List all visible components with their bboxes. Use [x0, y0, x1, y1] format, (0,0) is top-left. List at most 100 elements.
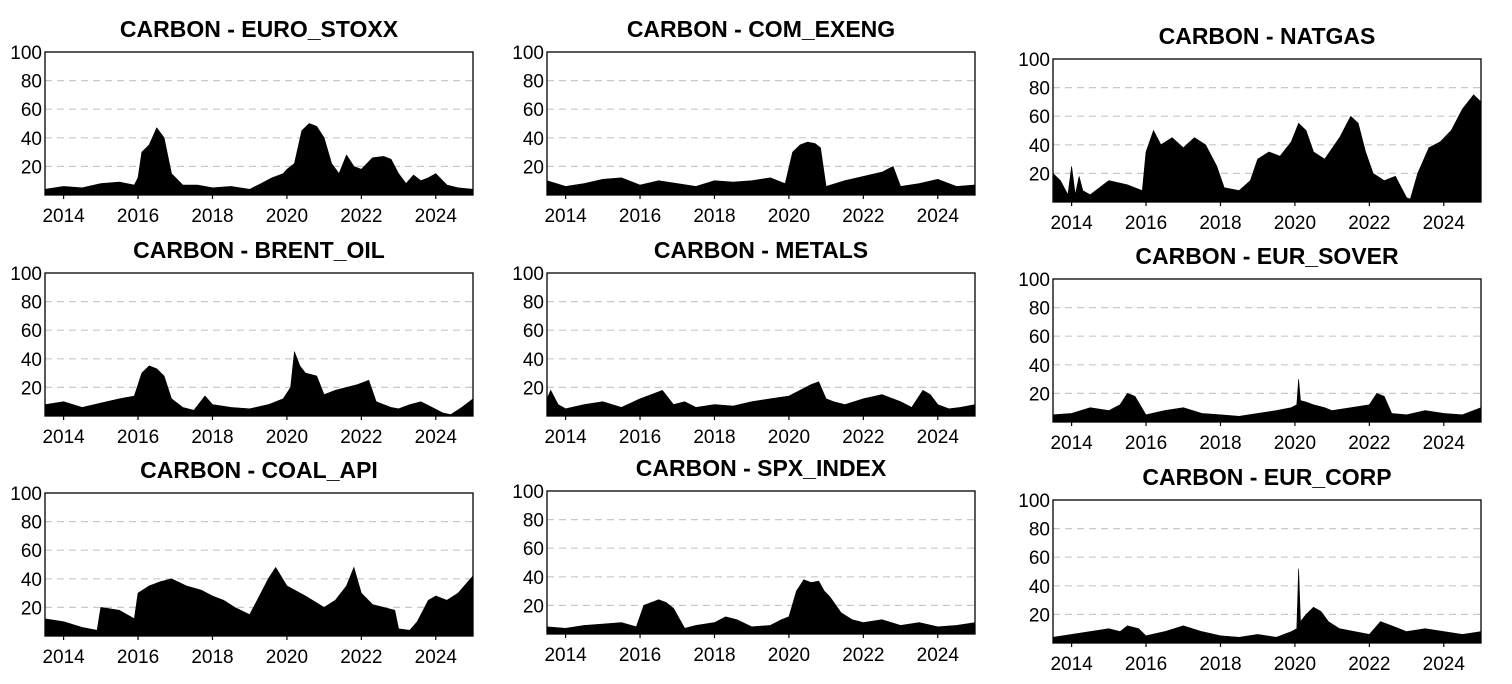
x-tick-label: 2018: [191, 427, 233, 446]
x-tick-label: 2020: [1274, 654, 1316, 673]
y-tick-label: 100: [1018, 270, 1050, 291]
y-tick-label: 20: [523, 157, 544, 178]
plot-frame: [1052, 499, 1482, 644]
y-tick-label: 100: [10, 43, 42, 64]
y-tick-label: 40: [1029, 136, 1050, 157]
y-tick-label: 80: [21, 72, 42, 93]
x-tick-label: 2022: [1348, 654, 1390, 673]
y-tick-label: 40: [21, 350, 42, 371]
area-series: [546, 579, 976, 635]
y-tick-label: 40: [21, 129, 42, 150]
x-tick-label: 2016: [117, 427, 159, 446]
y-tick-label: 60: [21, 321, 42, 342]
x-tick-label: 2024: [917, 645, 960, 664]
x-tick-label: 2016: [619, 645, 661, 664]
x-tick-label: 2014: [1050, 654, 1093, 673]
y-tick-label: 100: [10, 264, 42, 285]
x-tick-label: 2018: [693, 206, 735, 225]
area-series: [1052, 568, 1482, 644]
y-tick-label: 80: [523, 511, 544, 532]
x-tick-label: 2014: [544, 645, 587, 664]
y-tick-label: 20: [21, 598, 42, 619]
y-tick-label: 80: [21, 293, 42, 314]
x-tick-label: 2020: [768, 645, 810, 664]
y-tick-label: 80: [1029, 520, 1050, 541]
x-tick-label: 2016: [1125, 433, 1167, 452]
y-tick-label: 100: [1018, 491, 1050, 512]
x-tick-label: 2020: [1274, 213, 1316, 232]
chart-title: CARBON - COAL_API: [140, 457, 378, 483]
x-tick-label: 2024: [917, 206, 960, 225]
x-tick-label: 2014: [544, 427, 587, 446]
x-tick-label: 2022: [1348, 213, 1390, 232]
x-tick-label: 2014: [42, 206, 85, 225]
x-tick-label: 2016: [1125, 654, 1167, 673]
y-tick-label: 20: [523, 378, 544, 399]
y-tick-label: 80: [1029, 79, 1050, 100]
x-tick-label: 2020: [266, 647, 308, 666]
chart-carbon-com-exeng: CARBON - COM_EXENG 20 40 60 80 100 2014 2016 201…: [512, 16, 976, 225]
x-tick-label: 2016: [619, 206, 661, 225]
plot-frame: [44, 492, 474, 637]
plot-frame: [44, 272, 474, 417]
area-series: [1052, 94, 1482, 203]
y-tick-label: 40: [21, 570, 42, 591]
y-tick-label: 100: [512, 43, 544, 64]
y-tick-label: 80: [523, 293, 544, 314]
plot-frame: [1052, 278, 1482, 423]
x-tick-label: 2024: [1423, 433, 1466, 452]
x-tick-label: 2014: [1050, 433, 1093, 452]
x-tick-label: 2014: [42, 647, 85, 666]
x-tick-label: 2024: [415, 206, 458, 225]
y-tick-label: 60: [523, 100, 544, 121]
plot-frame: [546, 51, 976, 196]
y-tick-label: 80: [523, 72, 544, 93]
chart-title: CARBON - NATGAS: [1159, 23, 1376, 49]
x-tick-label: 2020: [768, 206, 810, 225]
chart-title: CARBON - EUR_SOVER: [1135, 243, 1399, 269]
y-tick-label: 40: [523, 568, 544, 589]
plot-frame: [44, 51, 474, 196]
chart-carbon-eur-corp: CARBON - EUR_CORP 20 40 60 80 100 2014 2016 2018…: [1018, 464, 1482, 673]
area-series: [44, 123, 474, 196]
x-tick-label: 2020: [768, 427, 810, 446]
x-tick-label: 2020: [1274, 433, 1316, 452]
area-series: [1052, 379, 1482, 423]
chart-carbon-natgas: CARBON - NATGAS 20 40 60 80 100 2014 2016 2018 20…: [1018, 23, 1482, 232]
chart-carbon-spx-index: CARBON - SPX_INDEX 20 40 60 80 100 2014 2016 201…: [512, 455, 976, 664]
y-tick-label: 60: [1029, 107, 1050, 128]
y-tick-label: 60: [523, 321, 544, 342]
x-tick-label: 2022: [842, 427, 884, 446]
x-tick-label: 2018: [693, 645, 735, 664]
area-series: [44, 566, 474, 637]
y-tick-label: 60: [1029, 327, 1050, 348]
y-tick-label: 20: [1029, 384, 1050, 405]
x-tick-label: 2014: [42, 427, 85, 446]
x-tick-label: 2018: [191, 206, 233, 225]
x-tick-label: 2022: [1348, 433, 1390, 452]
x-tick-label: 2018: [1199, 654, 1241, 673]
x-tick-label: 2018: [191, 647, 233, 666]
y-tick-label: 20: [1029, 164, 1050, 185]
y-tick-label: 100: [512, 482, 544, 503]
y-tick-label: 40: [523, 350, 544, 371]
x-tick-label: 2022: [340, 647, 382, 666]
x-tick-label: 2016: [117, 206, 159, 225]
plot-frame: [546, 490, 976, 635]
x-tick-label: 2024: [1423, 213, 1466, 232]
plot-frame: [546, 272, 976, 417]
chart-carbon-euro-stoxx: CARBON - EURO_STOXX 20 40 60 80 100 2014 2016 20…: [10, 16, 474, 225]
x-tick-label: 2016: [117, 647, 159, 666]
x-tick-label: 2022: [842, 645, 884, 664]
chart-title: CARBON - COM_EXENG: [627, 16, 895, 42]
y-tick-label: 100: [1018, 50, 1050, 71]
chart-title: CARBON - EURO_STOXX: [120, 16, 399, 42]
chart-carbon-coal-api: CARBON - COAL_API 20 40 60 80 100 2014 2016 2018…: [10, 457, 474, 666]
chart-carbon-metals: CARBON - METALS 20 40 60 80 100 2014 2016 2018 20…: [512, 237, 976, 446]
y-tick-label: 40: [1029, 356, 1050, 377]
x-tick-label: 2022: [340, 206, 382, 225]
x-tick-label: 2016: [1125, 213, 1167, 232]
area-series: [44, 351, 474, 417]
chart-title: CARBON - METALS: [654, 237, 868, 263]
area-series: [546, 381, 976, 417]
